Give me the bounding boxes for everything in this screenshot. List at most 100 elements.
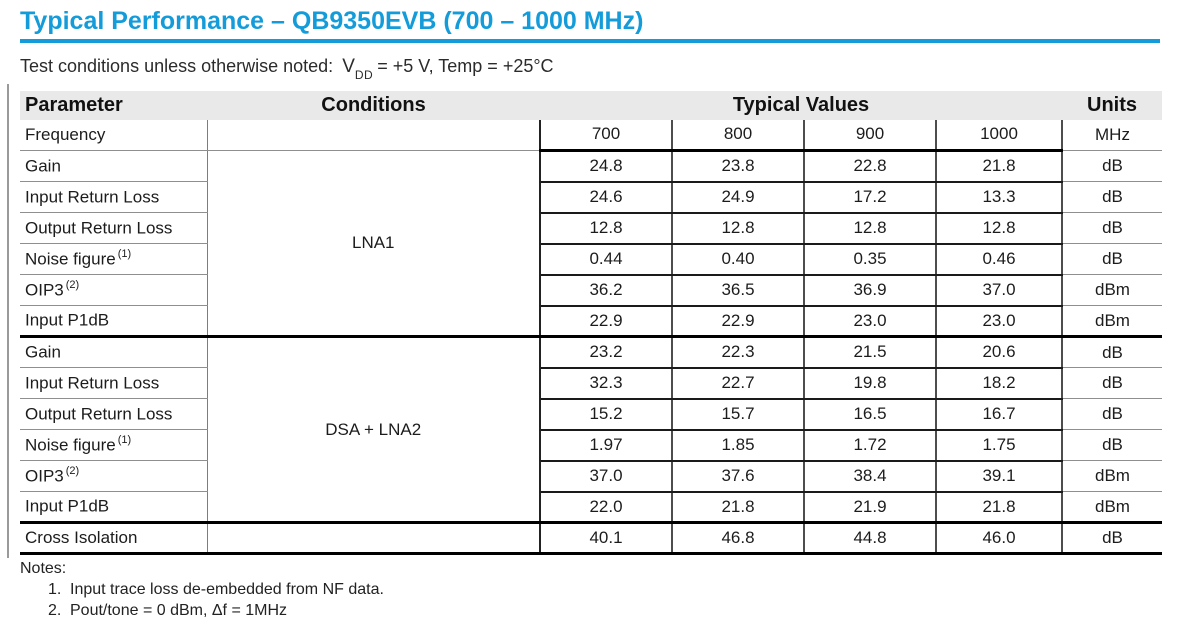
value-cell: 16.5 [804,398,937,431]
note-number: 2. [48,602,62,620]
value-cell: 12.8 [540,212,673,245]
table-row: Noise figure (1) 1.97 1.85 1.72 1.75 dB [20,429,1162,462]
value-cell: 37.0 [540,460,673,493]
note-number: 1. [48,581,62,599]
param-label: Input Return Loss [25,373,160,393]
value-cell: 23.0 [936,305,1063,339]
param-footnote-ref: (2) [65,464,80,477]
units-cell: dB [1062,367,1162,400]
value-cell: 1.72 [804,429,937,462]
units-cell: dB [1062,181,1162,214]
test-conditions-prefix: Test conditions unless otherwise noted: [20,56,334,76]
value-cell: 21.5 [804,336,937,369]
units-cell: dB [1062,398,1162,431]
title-underline-rule [20,39,1160,43]
units-cell: dB [1062,429,1162,462]
value-cell: 36.2 [540,274,673,307]
param-label: Noise figure [25,249,116,269]
table-row: Gain DSA + LNA2 23.2 22.3 21.5 20.6 dB [20,336,1162,525]
conditions-dsa-lna2-cell: DSA + LNA2 [207,336,541,525]
param-cell: Output Return Loss [20,398,208,431]
table-row: Noise figure (1) 0.44 0.40 0.35 0.46 dB [20,243,1162,276]
value-cell: 39.1 [936,460,1063,493]
param-label: Input Return Loss [25,187,160,207]
value-cell: 1.85 [672,429,805,462]
value-cell: 18.2 [936,367,1063,400]
value-cell: 16.7 [936,398,1063,431]
units-cell: dBm [1062,491,1162,525]
param-footnote-ref: (1) [117,247,132,260]
param-label: Input P1dB [25,496,110,516]
param-cell: Noise figure (1) [20,243,208,276]
value-cell: 23.2 [540,336,673,369]
value-cell: 23.8 [672,150,805,183]
param-cell: Output Return Loss [20,212,208,245]
param-label: Gain [25,156,61,176]
table-row: Gain LNA1 24.8 23.8 22.8 21.8 dB [20,150,1162,339]
value-cell: 22.7 [672,367,805,400]
conditions-empty-cell [207,119,541,152]
notes-section: Notes: 1. Input trace loss de-embedded f… [20,558,1180,621]
table-row: OIP3 (2) 36.2 36.5 36.9 37.0 dBm [20,274,1162,307]
param-label: Output Return Loss [25,218,173,238]
value-cell: 36.9 [804,274,937,307]
note-text: Pout/tone = 0 dBm, Δf = 1MHz [70,602,288,620]
value-cell: 15.2 [540,398,673,431]
param-label: Gain [25,342,61,362]
page-edge-line [7,84,9,558]
value-cell: 0.35 [804,243,937,276]
value-cell: 19.8 [804,367,937,400]
table-row-group-end: Input P1dB 22.0 21.8 21.9 21.8 dBm [20,491,1162,525]
param-cell: Input Return Loss [20,181,208,214]
vdd-subscript: DD [354,67,374,82]
param-cross-isolation: Cross Isolation [20,522,208,556]
typical-performance-table: Parameter Conditions Typical Values Unit… [20,90,1162,556]
units-cell: dB [1062,522,1162,556]
value-cell: 0.44 [540,243,673,276]
param-cell: Input Return Loss [20,367,208,400]
value-cell: 20.6 [936,336,1063,369]
param-label: OIP3 [25,466,64,486]
value-cell: 21.8 [936,491,1063,525]
units-cell: dB [1062,150,1162,183]
table-row: Output Return Loss 15.2 15.7 16.5 16.7 d… [20,398,1162,431]
value-cell: 700 [540,119,673,153]
param-frequency: Frequency [20,119,208,152]
param-label: Input P1dB [25,310,110,330]
param-cell: Input P1dB [20,491,208,525]
param-label: Noise figure [25,435,116,455]
value-cell: 22.8 [804,150,937,183]
value-cell: 37.0 [936,274,1063,307]
param-cell: Gain [20,150,208,183]
note-item: 2. Pout/tone = 0 dBm, Δf = 1MHz [48,600,1180,621]
value-cell: 1000 [936,119,1063,153]
units-cell: dB [1062,243,1162,276]
value-cell: 22.9 [540,305,673,339]
param-label: Output Return Loss [25,404,173,424]
param-cell: OIP3 (2) [20,274,208,307]
value-cell: 12.8 [672,212,805,245]
value-cell: 24.8 [540,150,673,183]
value-cell: 22.3 [672,336,805,369]
param-footnote-ref: (2) [65,278,80,291]
page-title: Typical Performance – QB9350EVB (700 – 1… [20,7,644,35]
value-cell: 36.5 [672,274,805,307]
value-cell: 1.75 [936,429,1063,462]
table-header-row: Parameter Conditions Typical Values Unit… [20,90,1162,120]
value-cell: 46.0 [936,522,1063,556]
value-cell: 900 [804,119,937,153]
value-cell: 37.6 [672,460,805,493]
units-cell: dBm [1062,460,1162,493]
value-cell: 38.4 [804,460,937,493]
table-row: Input Return Loss 32.3 22.7 19.8 18.2 dB [20,367,1162,400]
table-row-frequency: Frequency 700 800 900 1000 MHz [20,119,1162,153]
param-cell: Input P1dB [20,305,208,339]
value-cell: 13.3 [936,181,1063,214]
value-cell: 24.6 [540,181,673,214]
test-conditions-line: Test conditions unless otherwise noted: V… [20,55,1180,84]
value-cell: 800 [672,119,805,153]
value-cell: 15.7 [672,398,805,431]
table-row: Output Return Loss 12.8 12.8 12.8 12.8 d… [20,212,1162,245]
value-cell: 12.8 [936,212,1063,245]
